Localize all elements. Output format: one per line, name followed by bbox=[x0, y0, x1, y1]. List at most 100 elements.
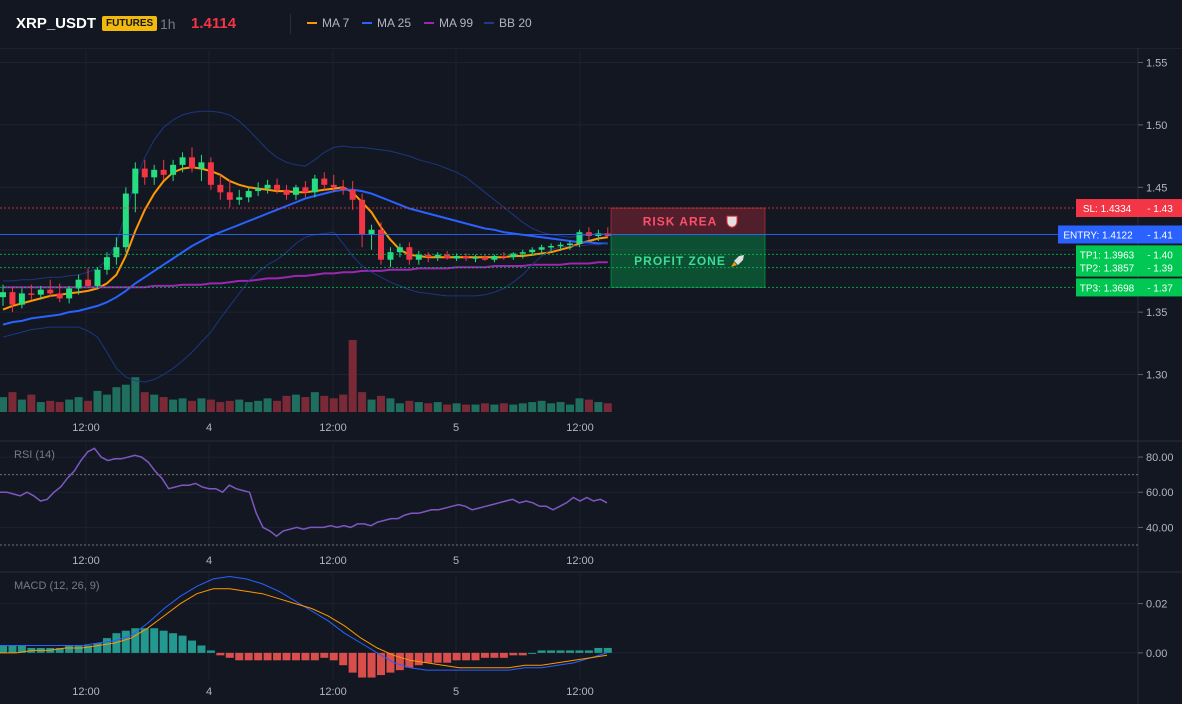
macd-histogram-bar bbox=[462, 652, 471, 661]
timeframe-label[interactable]: 1h bbox=[160, 16, 176, 32]
candle-body bbox=[378, 229, 384, 260]
candle-body bbox=[425, 254, 432, 258]
candle-body bbox=[538, 247, 545, 250]
rsi-line bbox=[0, 447, 608, 538]
macd-histogram-bar bbox=[518, 652, 527, 656]
candle-body bbox=[567, 243, 573, 245]
macd-histogram-bar bbox=[8, 645, 17, 653]
volume-bar bbox=[499, 403, 508, 412]
candle-body bbox=[28, 293, 35, 295]
candle-body bbox=[103, 257, 110, 270]
last-price: 1.4114 bbox=[191, 15, 237, 32]
candle-body bbox=[519, 252, 526, 254]
x-tick-label: 5 bbox=[453, 422, 459, 434]
macd-histogram-bar bbox=[603, 647, 612, 653]
legend-ma99[interactable]: MA 99 bbox=[424, 16, 473, 30]
rsi-title: RSI (14) bbox=[14, 449, 55, 461]
volume-bar bbox=[405, 400, 414, 412]
candle-body bbox=[198, 162, 205, 169]
legend-ma25[interactable]: MA 25 bbox=[362, 16, 411, 30]
price-tick-label: 1.50 bbox=[1146, 120, 1167, 132]
candle-body bbox=[141, 168, 148, 178]
macd-histogram-bar bbox=[93, 643, 102, 653]
candle-body bbox=[255, 188, 262, 192]
volume-bar bbox=[395, 403, 404, 412]
volume-bar bbox=[140, 392, 149, 412]
macd-histogram-bar bbox=[102, 638, 111, 653]
candle-body bbox=[94, 269, 101, 286]
candle-body bbox=[529, 249, 536, 253]
x-tick-label: 12:00 bbox=[319, 686, 347, 698]
candle-body bbox=[283, 189, 290, 195]
candle-body bbox=[160, 169, 167, 175]
macd-histogram-bar bbox=[395, 652, 404, 671]
macd-histogram-bar bbox=[244, 652, 253, 661]
volume-bar bbox=[188, 400, 196, 412]
symbol-name[interactable]: XRP_USDT bbox=[16, 15, 97, 32]
level-axis-label: - 1.37 bbox=[1147, 283, 1173, 294]
volume-bar bbox=[471, 404, 480, 412]
legend-bb20[interactable]: BB 20 bbox=[484, 16, 532, 30]
volume-bar bbox=[254, 400, 263, 412]
volume-bar bbox=[518, 403, 527, 412]
volume-bar bbox=[150, 394, 159, 412]
candle-body bbox=[56, 293, 63, 299]
candle-body bbox=[47, 289, 54, 294]
volume-bar bbox=[566, 404, 574, 412]
volume-bar bbox=[528, 402, 537, 412]
level-axis-tag bbox=[1138, 225, 1182, 244]
volume-bar bbox=[386, 398, 395, 412]
macd-histogram-bar bbox=[310, 652, 319, 661]
candle-body bbox=[151, 169, 158, 178]
macd-histogram-bar bbox=[263, 652, 272, 661]
volume-bar bbox=[594, 402, 603, 412]
macd-histogram-bar bbox=[84, 645, 93, 653]
rsi-tick-label: 40.00 bbox=[1146, 522, 1174, 534]
x-tick-label: 4 bbox=[206, 555, 212, 567]
level-tag-label: TP3: 1.3698 bbox=[1080, 283, 1135, 294]
volume-bar bbox=[310, 392, 319, 412]
volume-bar bbox=[216, 402, 225, 412]
candle-body bbox=[387, 252, 394, 260]
volume-bar bbox=[235, 399, 244, 412]
macd-histogram-bar bbox=[169, 633, 178, 653]
candle-body bbox=[292, 187, 299, 195]
macd-histogram-bar bbox=[547, 650, 556, 653]
price-tick-label: 1.45 bbox=[1146, 182, 1167, 194]
candle-body bbox=[510, 253, 517, 258]
volume-bar bbox=[414, 402, 423, 412]
candle-body bbox=[66, 288, 73, 299]
price-tick-label: 1.55 bbox=[1146, 57, 1167, 69]
macd-histogram-bar bbox=[584, 650, 593, 653]
volume-bar bbox=[291, 394, 300, 412]
macd-histogram-bar bbox=[386, 652, 395, 673]
x-tick-label: 5 bbox=[453, 686, 459, 698]
candle-body bbox=[576, 232, 583, 244]
x-tick-label: 4 bbox=[206, 422, 212, 434]
candle-body bbox=[170, 164, 177, 175]
level-tag-label: TP2: 1.3857 bbox=[1080, 264, 1135, 275]
futures-badge: FUTURES bbox=[102, 16, 158, 31]
macd-histogram-bar bbox=[471, 652, 480, 661]
candle-body bbox=[472, 257, 479, 259]
volume-bar bbox=[244, 402, 253, 412]
volume-bar bbox=[36, 402, 45, 412]
volume-bar bbox=[433, 402, 442, 412]
candle-body bbox=[349, 189, 356, 200]
macd-histogram-bar bbox=[159, 630, 168, 653]
legend-ma7[interactable]: MA 7 bbox=[307, 16, 349, 30]
volume-bar bbox=[424, 403, 433, 412]
volume-bar bbox=[8, 392, 17, 412]
rsi-tick-label: 60.00 bbox=[1146, 487, 1174, 499]
macd-histogram-bar bbox=[301, 652, 310, 661]
macd-histogram-bar bbox=[528, 652, 537, 654]
macd-histogram-bar bbox=[273, 652, 282, 661]
candle-body bbox=[359, 199, 366, 235]
candle-body bbox=[75, 279, 82, 289]
macd-histogram-bar bbox=[235, 652, 244, 661]
macd-histogram-bar bbox=[65, 645, 74, 653]
candle-body bbox=[217, 184, 224, 193]
header-divider bbox=[290, 14, 291, 34]
candle-body bbox=[434, 254, 441, 258]
